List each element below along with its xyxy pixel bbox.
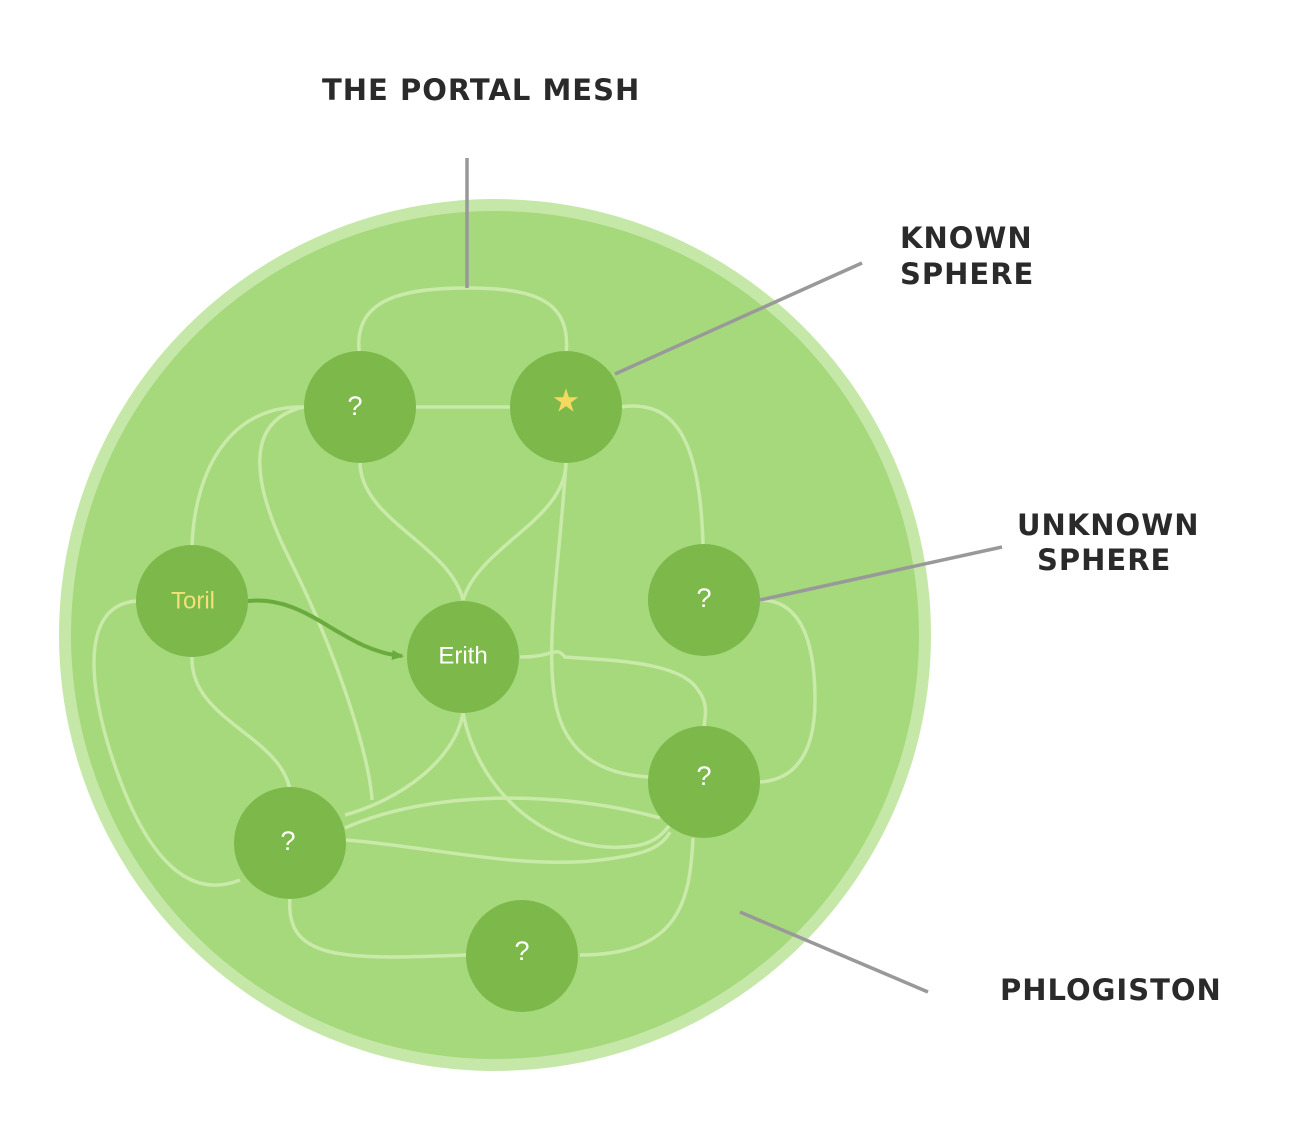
mesh-erith-q4-lower: [461, 712, 672, 850]
mesh-q3-q5: [288, 896, 467, 959]
phlogiston-label: PHLOGISTON: [1000, 973, 1222, 1007]
unknown-sphere-label: ?: [347, 391, 362, 421]
unknown-sphere-label: ?: [696, 761, 711, 791]
unknown-sphere-node[interactable]: [466, 900, 578, 1012]
erith-sphere-node[interactable]: [407, 601, 519, 713]
node-unknown-lower-right[interactable]: ?: [648, 726, 760, 838]
unknown-sphere-label: ?: [696, 583, 711, 613]
mesh-q1-long: [258, 405, 374, 801]
unknown-sphere-node[interactable]: [304, 351, 416, 463]
unknown-sphere-label: ?: [514, 936, 529, 966]
node-known-sphere[interactable]: ★: [510, 351, 622, 463]
mesh-q1-toril: [190, 405, 305, 546]
node-unknown-top[interactable]: ?: [304, 351, 416, 463]
node-unknown-right[interactable]: ?: [648, 544, 760, 656]
toril-erith-arrow: [247, 598, 404, 661]
mesh-top-arch: [357, 286, 569, 359]
mesh-toril-q3: [190, 656, 292, 791]
mesh-star-erith: [461, 461, 568, 601]
node-unknown-lower-left[interactable]: ?: [234, 787, 346, 899]
mesh-toril-left-loop: [92, 599, 241, 887]
unknown-sphere-node[interactable]: [648, 726, 760, 838]
node-toril[interactable]: Toril: [136, 545, 248, 657]
known-sphere-leader: [614, 261, 863, 376]
known-sphere-node[interactable]: [510, 351, 622, 463]
known-sphere-label-line2: SPHERE: [900, 257, 1034, 291]
unknown-sphere-label-line1: UNKNOWN: [1017, 508, 1199, 542]
mesh-star-down: [549, 461, 651, 779]
toril-label: Toril: [171, 587, 215, 614]
unknown-sphere-label-line2: SPHERE: [1037, 543, 1171, 577]
unknown-sphere-node[interactable]: [648, 544, 760, 656]
phlogiston-leader: [739, 910, 929, 994]
erith-label: Erith: [438, 642, 487, 669]
mesh-erith-q4: [519, 649, 708, 729]
mesh-erith-q3: [344, 712, 465, 817]
mesh-q3-q4-upper: [344, 796, 661, 830]
unknown-sphere-label: ?: [280, 826, 295, 856]
node-erith[interactable]: Erith: [407, 601, 519, 713]
toril-sphere-node[interactable]: [136, 545, 248, 657]
mesh-q2-right-loop: [759, 598, 817, 784]
unknown-sphere-node[interactable]: [234, 787, 346, 899]
leader-lines: [465, 158, 1003, 994]
mesh-q4-q5: [579, 837, 695, 957]
portal-mesh-title: THE PORTAL MESH: [322, 73, 640, 107]
mesh-star-right-loop: [619, 404, 705, 546]
mesh-q1-erith: [358, 461, 465, 601]
portal-mesh: [92, 286, 817, 959]
unknown-sphere-leader: [759, 545, 1003, 602]
known-sphere-label-line1: KNOWN: [900, 221, 1033, 255]
mesh-q3-q4-lower: [344, 831, 672, 865]
node-unknown-bottom[interactable]: ?: [466, 900, 578, 1012]
star-icon: ★: [552, 382, 581, 418]
